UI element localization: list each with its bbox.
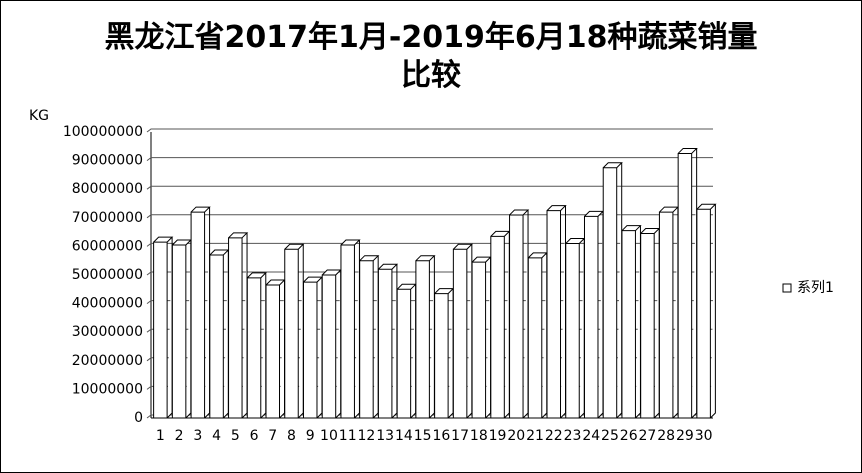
bar — [228, 232, 249, 419]
bar — [583, 210, 605, 419]
x-tick-label: 14 — [395, 428, 413, 444]
legend-label: 系列1 — [797, 280, 834, 296]
grid-line — [146, 185, 713, 190]
bar — [396, 283, 417, 419]
x-tick-label: 20 — [507, 428, 525, 444]
bar — [190, 206, 211, 419]
bar — [246, 272, 267, 419]
x-tick-label: 6 — [250, 428, 259, 444]
bar — [471, 256, 492, 419]
bar — [452, 243, 474, 419]
chart-title: 黑龙江省2017年1月-2019年6月18种蔬菜销量比较 — [104, 20, 758, 93]
x-tick-label: 4 — [212, 428, 221, 444]
x-tick-label: 17 — [451, 428, 469, 444]
y-tick-label: 20000000 — [72, 353, 143, 369]
y-tick-label: 30000000 — [72, 324, 143, 340]
bar — [284, 243, 305, 419]
bar — [359, 255, 380, 419]
y-tick-label: 70000000 — [72, 210, 143, 226]
x-tick-label: 10 — [320, 428, 338, 444]
y-tick-label: 50000000 — [72, 267, 143, 283]
x-tick-label: 3 — [193, 428, 202, 444]
bar — [527, 252, 548, 419]
x-tick-label: 7 — [268, 428, 277, 444]
bar — [546, 205, 567, 419]
bar — [377, 263, 399, 419]
grid-line — [146, 242, 713, 247]
bar — [302, 276, 324, 419]
x-tick-label: 23 — [564, 428, 582, 444]
bar — [696, 203, 717, 419]
bar — [602, 162, 623, 419]
bar — [209, 249, 230, 419]
x-tick-label: 26 — [620, 428, 638, 444]
x-tick-label: 22 — [545, 428, 563, 444]
x-tick-label: 5 — [231, 428, 240, 444]
y-tick-label: 60000000 — [72, 238, 143, 254]
bar — [658, 206, 680, 419]
x-tick-label: 1 — [156, 428, 165, 444]
x-tick-label: 12 — [358, 428, 376, 444]
x-tick-label: 15 — [414, 428, 432, 444]
grid-line — [146, 300, 713, 305]
bar — [677, 147, 698, 419]
bar — [153, 236, 174, 419]
y-tick-label: 40000000 — [72, 296, 143, 312]
x-tick-label: 16 — [432, 428, 450, 444]
grid-line — [146, 157, 713, 162]
y-tick-label: 0 — [134, 410, 143, 426]
x-tick-label: 8 — [287, 428, 296, 444]
bar — [565, 238, 586, 419]
grid-line — [146, 271, 713, 276]
bar — [640, 228, 661, 419]
x-tick-label: 27 — [639, 428, 657, 444]
bar — [415, 255, 436, 419]
bar — [621, 225, 642, 419]
y-tick-label: 80000000 — [72, 181, 143, 197]
x-tick-label: 29 — [676, 428, 694, 444]
x-tick-label: 9 — [306, 428, 315, 444]
x-tick-label: 11 — [339, 428, 357, 444]
x-tick-label: 25 — [601, 428, 619, 444]
bar — [321, 269, 342, 419]
y-tick-label: 10000000 — [72, 381, 143, 397]
legend-swatch — [782, 283, 792, 293]
grid-line — [146, 214, 713, 219]
y-tick-label: 90000000 — [72, 153, 143, 169]
x-tick-label: 30 — [695, 428, 713, 444]
x-tick-label: 21 — [526, 428, 544, 444]
grid-line — [146, 128, 713, 133]
bar — [509, 209, 530, 419]
bar — [265, 279, 286, 419]
x-tick-label: 19 — [489, 428, 507, 444]
x-tick-label: 13 — [376, 428, 394, 444]
y-axis-label: KG — [29, 108, 49, 124]
x-tick-label: 2 — [175, 428, 184, 444]
y-tick-label: 100000000 — [63, 124, 143, 140]
bar — [434, 288, 455, 419]
x-tick-label: 18 — [470, 428, 488, 444]
x-tick-label: 24 — [582, 428, 600, 444]
bar — [490, 230, 511, 419]
x-tick-label: 28 — [657, 428, 675, 444]
